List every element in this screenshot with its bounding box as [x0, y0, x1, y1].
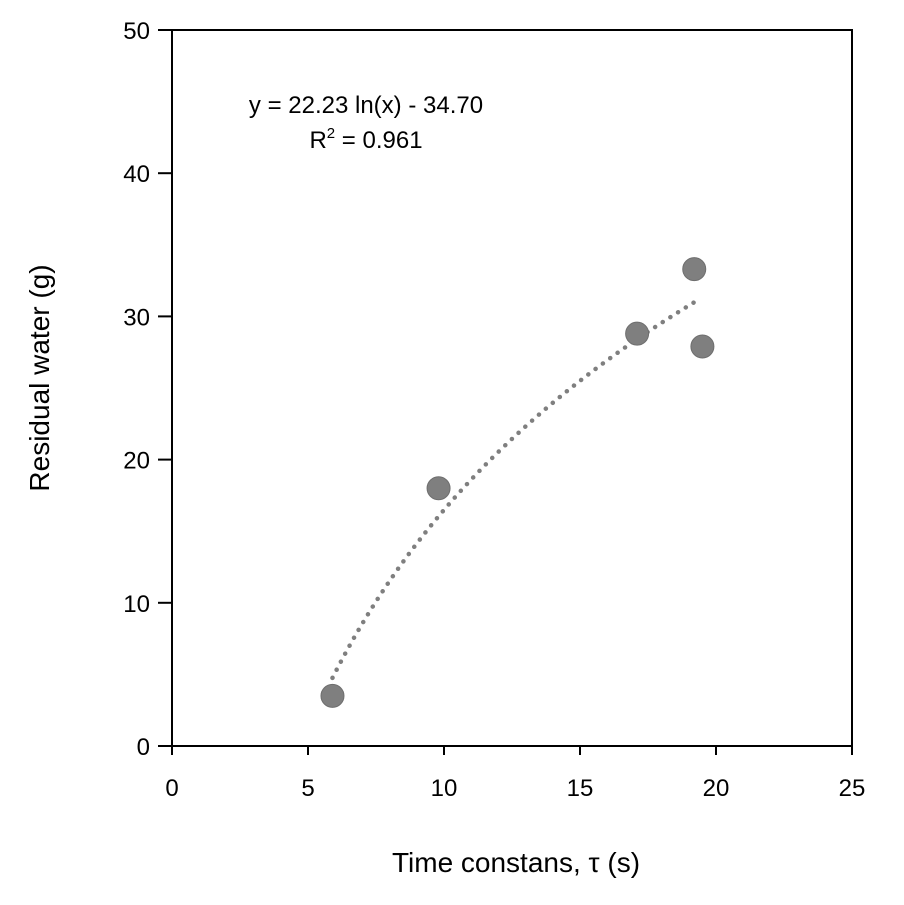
- r-squared-value: = 0.961: [335, 127, 422, 154]
- x-tick-label: 15: [567, 775, 594, 802]
- r-squared-label: R2 = 0.961: [309, 125, 422, 154]
- data-point: [682, 257, 707, 282]
- y-tick-label: 40: [123, 161, 150, 188]
- plot-area-frame: [171, 29, 853, 747]
- x-tick-label: 20: [703, 775, 730, 802]
- axis-ticks: [158, 29, 853, 755]
- x-tick-label: 0: [165, 775, 178, 802]
- r-squared-superscript: 2: [327, 125, 335, 142]
- x-tick-label: 10: [431, 775, 458, 802]
- x-tick-label: 5: [301, 775, 314, 802]
- axis-tick-labels: 0 5 10 15 20 25 0 10 20 30 40 50: [123, 18, 865, 802]
- data-point: [320, 683, 345, 708]
- y-tick-label: 30: [123, 304, 150, 331]
- data-points: [320, 257, 715, 708]
- trendline-equation: y = 22.23 ln(x) - 34.70: [249, 92, 483, 119]
- data-point: [690, 334, 715, 359]
- x-axis-title: Time constans, τ (s): [392, 847, 640, 878]
- y-axis-title: Residual water (g): [24, 264, 55, 491]
- data-point: [625, 321, 650, 346]
- r-squared-prefix: R: [309, 127, 326, 154]
- y-tick-label: 0: [137, 734, 150, 761]
- trendline: [330, 300, 697, 681]
- y-tick-label: 10: [123, 591, 150, 618]
- y-tick-label: 20: [123, 448, 150, 475]
- x-tick-label: 25: [839, 775, 866, 802]
- y-tick-label: 50: [123, 18, 150, 45]
- data-point: [426, 476, 451, 501]
